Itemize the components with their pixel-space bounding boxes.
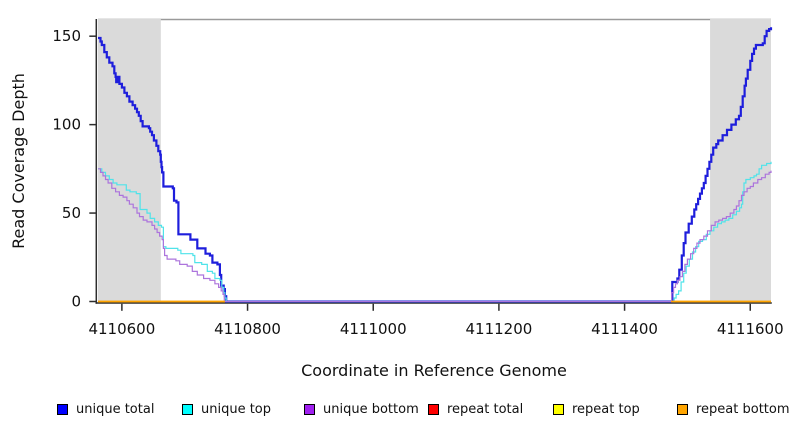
x-axis-title: Coordinate in Reference Genome	[301, 361, 567, 380]
y-tick-label: 50	[62, 204, 81, 222]
legend-item-repeat-total: repeat total	[428, 401, 523, 417]
x-tick-label: 4111200	[466, 320, 533, 338]
legend-item-unique-bottom: unique bottom	[304, 401, 419, 417]
unique-bottom-swatch-icon	[304, 403, 315, 415]
unique-total-swatch-icon	[57, 403, 68, 415]
y-tick-label: 150	[52, 27, 81, 45]
repeat-total-swatch-icon	[428, 403, 439, 415]
legend-label: unique top	[201, 401, 272, 417]
y-tick-label: 100	[52, 116, 81, 134]
x-tick-label: 4111400	[591, 320, 658, 338]
legend-label: unique bottom	[323, 401, 419, 417]
repeat-top-swatch-icon	[553, 403, 564, 415]
legend-item-unique-top: unique top	[182, 401, 271, 417]
unique-top-swatch-icon	[182, 403, 193, 415]
x-tick-label: 4110600	[88, 320, 155, 338]
legend-item-repeat-top: repeat top	[553, 401, 640, 417]
chart-legend: unique total unique top unique bottom re…	[0, 401, 792, 421]
x-tick-label: 4111000	[340, 320, 407, 338]
repeat-region-shade	[98, 19, 161, 303]
series-path-unique-total	[98, 27, 773, 303]
repeat-region-shade	[710, 19, 771, 303]
legend-label: unique total	[76, 401, 155, 417]
y-axis-title: Read Coverage Depth	[9, 73, 28, 249]
legend-item-repeat-bottom: repeat bottom	[677, 401, 790, 417]
series-path-unique-top	[98, 161, 772, 303]
repeat-bottom-swatch-icon	[677, 403, 688, 415]
series-path-unique-bottom	[98, 168, 772, 303]
y-tick-label: 0	[71, 293, 81, 311]
legend-label: repeat bottom	[696, 401, 790, 417]
axes-layer: 0 50 100 150 4110600 4110800 4111000 4111200 411…	[52, 19, 784, 338]
legend-item-unique-total: unique total	[57, 401, 154, 417]
legend-label: repeat total	[447, 401, 524, 417]
plot-area: 0 50 100 150 4110600 4110800 4111000 4111200 411…	[9, 18, 784, 380]
shaded-regions-layer	[98, 18, 771, 303]
series-layer	[98, 27, 773, 303]
legend-label: repeat top	[572, 401, 640, 417]
x-tick-label: 4111600	[717, 320, 784, 338]
x-tick-label: 4110800	[214, 320, 281, 338]
